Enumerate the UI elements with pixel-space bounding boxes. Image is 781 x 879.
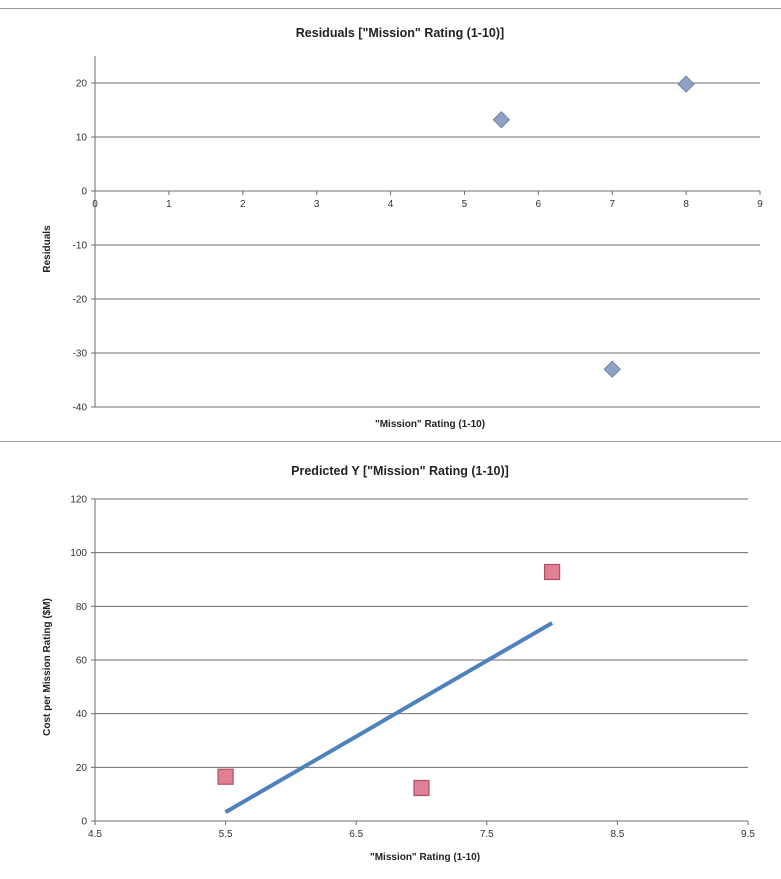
actual-data-point [543,563,561,581]
residuals-chart: Residuals ["Mission" Rating (1-10)] "Mis… [42,26,763,430]
y-tick-label: 60 [76,656,88,667]
x-tick-label: 6.5 [349,829,363,840]
y-tick-label: 120 [70,495,87,506]
y-tick-label: -40 [73,403,88,414]
actual-data-point [217,768,234,785]
x-tick-label: 8 [683,199,689,210]
residual-point [677,75,695,93]
x-tick-label: 5 [462,199,468,210]
predicted-trend-line [224,621,554,814]
x-tick-label: 9 [757,199,763,210]
actual-data-point [413,779,430,797]
residual-point [603,360,621,378]
x-tick-label: 3 [314,199,320,210]
predicted-chart-panel: Predicted Y ["Mission" Rating (1-10)] "M… [0,441,781,878]
predicted-y-chart: Predicted Y ["Mission" Rating (1-10)] "M… [42,464,755,863]
y-tick-label: 20 [76,763,88,774]
x-tick-label: 7 [609,199,615,210]
y-tick-label: 20 [76,79,88,90]
y-tick-label: 40 [76,709,88,720]
y-axis-title: Cost per Mission Rating ($M) [42,598,53,736]
y-tick-label: -20 [73,295,88,306]
y-tick-label: 0 [81,187,87,198]
residuals-chart-panel: Residuals ["Mission" Rating (1-10)] "Mis… [0,8,781,440]
y-tick-label: 80 [76,602,88,613]
y-axis-title: Residuals [42,225,53,273]
y-tick-label: 0 [81,817,87,828]
y-tick-label: -30 [73,349,88,360]
x-tick-label: 9.5 [741,829,755,840]
x-tick-label: 4 [388,199,394,210]
x-tick-label: 5.5 [219,829,233,840]
y-tick-label: -10 [73,241,88,252]
y-tick-label: 10 [76,133,88,144]
chart-title: Residuals ["Mission" Rating (1-10)] [296,26,504,40]
y-tick-label: 100 [70,548,87,559]
x-axis-title: "Mission" Rating (1-10) [370,852,480,863]
x-tick-label: 7.5 [480,829,494,840]
residual-point [492,111,511,129]
x-tick-label: 0 [92,199,98,210]
x-tick-label: 4.5 [88,829,102,840]
x-tick-label: 2 [240,199,246,210]
x-tick-label: 1 [166,199,172,210]
x-tick-label: 8.5 [610,829,624,840]
x-tick-label: 6 [536,199,542,210]
x-axis-title: "Mission" Rating (1-10) [375,419,485,430]
chart-title: Predicted Y ["Mission" Rating (1-10)] [291,464,509,478]
